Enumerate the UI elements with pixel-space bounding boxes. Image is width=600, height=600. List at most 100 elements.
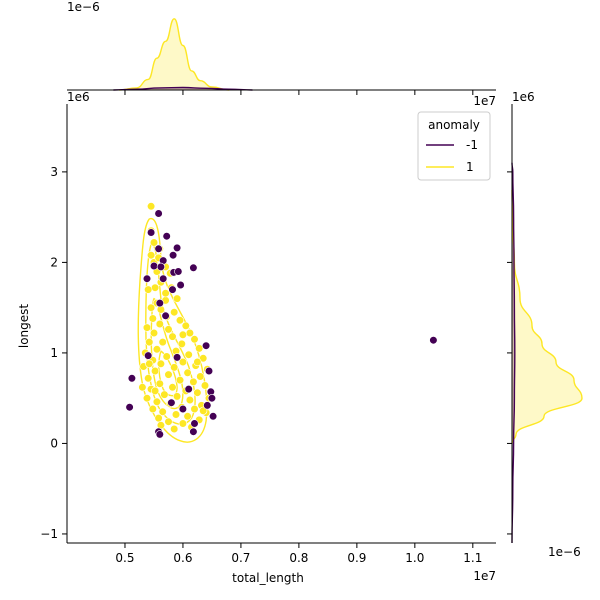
- top-marginal-axes: 1e−6: [67, 0, 496, 91]
- point-series0-25: [209, 412, 218, 421]
- x-axis-label: total_length: [232, 571, 304, 585]
- point-series0-35: [173, 353, 182, 362]
- x-tick-label-6: 1.1: [463, 551, 482, 565]
- point-series0-30: [155, 430, 164, 439]
- point-series0-14: [142, 274, 152, 283]
- point-series0-2: [154, 209, 163, 218]
- point-series1-47: [151, 366, 160, 376]
- point-series0-8: [169, 251, 178, 260]
- point-series0-33: [429, 336, 438, 345]
- y-axis-label: longest: [17, 304, 31, 349]
- legend-label-anomaly-neg1: -1: [466, 138, 478, 152]
- point-series1-32: [177, 339, 186, 349]
- top-marginal-scale-label: 1e−6: [67, 0, 100, 14]
- point-series0-0: [127, 374, 136, 383]
- point-series0-5: [162, 232, 171, 241]
- point-series1-78: [178, 419, 187, 428]
- point-series1-11: [144, 285, 153, 294]
- point-series1-41: [178, 357, 187, 367]
- point-series1-85: [178, 330, 187, 339]
- right-marginal-y-offset-label: 1e6: [512, 90, 535, 104]
- point-series1-86: [161, 289, 170, 298]
- top-kde-line-0: [119, 18, 230, 91]
- point-series0-34: [184, 385, 193, 394]
- point-series1-38: [162, 352, 171, 361]
- point-series1-29: [190, 335, 199, 344]
- top-kde-fill-0: [119, 18, 230, 90]
- main-axes: 0.5 0.6 0.7 0.8 0.9 1.0 1.1 −1 0 1 2 3 total_lengt…: [17, 90, 535, 585]
- point-series1-59: [193, 388, 202, 397]
- point-series1-75: [154, 414, 163, 423]
- x-tick-label-3: 0.8: [289, 551, 308, 565]
- point-series0-20: [202, 341, 211, 350]
- point-series0-24: [207, 394, 216, 403]
- y-tick-label-0: −1: [40, 527, 58, 541]
- point-series1-4: [147, 251, 156, 260]
- point-series1-42: [156, 359, 165, 368]
- point-series0-17: [168, 285, 177, 294]
- point-series1-28: [168, 332, 177, 341]
- point-series1-52: [175, 376, 185, 385]
- point-series0-19: [161, 311, 170, 320]
- point-series1-74: [183, 412, 192, 421]
- point-series1-84: [145, 359, 154, 368]
- point-series1-27: [149, 328, 159, 338]
- right-kde-fill-0: [512, 190, 582, 444]
- point-series1-10: [151, 283, 160, 292]
- legend: anomaly -1 1: [417, 111, 491, 181]
- y-tick-label-3: 2: [50, 255, 58, 269]
- x-tick-label-2: 0.7: [231, 551, 250, 565]
- point-series0-16: [176, 280, 185, 290]
- point-series1-60: [160, 390, 169, 399]
- point-series1-70: [148, 404, 157, 414]
- point-series1-25: [164, 325, 173, 334]
- point-series1-18: [170, 308, 179, 317]
- right-marginal-fills: [512, 162, 582, 544]
- y-tick-label-2: 1: [50, 346, 58, 360]
- point-series0-18: [155, 299, 164, 308]
- right-marginal-axes: 1e−6: [511, 104, 583, 559]
- point-series1-89: [151, 386, 160, 396]
- right-kde-line-1: [511, 162, 516, 544]
- point-series1-65: [152, 397, 161, 406]
- point-series0-21: [144, 351, 153, 360]
- point-series1-51: [144, 374, 153, 383]
- point-series1-24: [142, 323, 152, 332]
- top-marginal-lines: [113, 18, 253, 91]
- point-series1-16: [147, 303, 156, 312]
- point-series0-6: [173, 243, 182, 252]
- point-series1-69: [190, 404, 199, 414]
- scatter-points: [125, 202, 438, 439]
- point-series1-37: [184, 350, 193, 359]
- point-series0-27: [190, 419, 199, 428]
- point-series0-3: [147, 228, 156, 237]
- point-series0-31: [178, 404, 187, 414]
- point-series0-1: [125, 403, 134, 412]
- point-series1-50: [196, 372, 205, 381]
- legend-box: [417, 111, 491, 181]
- point-series1-77: [164, 417, 173, 426]
- point-series1-73: [171, 410, 181, 419]
- x-tick-label-4: 0.9: [347, 551, 366, 565]
- right-marginal-scale-label: 1e−6: [548, 545, 581, 559]
- point-series1-83: [138, 383, 147, 392]
- point-series1-61: [173, 392, 182, 401]
- point-series1-39: [199, 354, 208, 363]
- right-marginal-lines: [511, 162, 583, 544]
- point-series1-0: [147, 202, 156, 211]
- point-series1-56: [168, 383, 177, 392]
- point-series0-12: [174, 267, 183, 276]
- point-series1-30: [145, 338, 154, 347]
- point-series1-33: [195, 344, 204, 353]
- point-series1-31: [158, 338, 167, 347]
- legend-title: anomaly: [428, 118, 480, 132]
- x-axis-offset-label: 1e7: [473, 569, 496, 583]
- point-series1-34: [152, 345, 161, 354]
- point-series1-49: [164, 370, 173, 379]
- point-series1-71: [158, 407, 167, 416]
- point-series1-48: [183, 368, 192, 377]
- right-kde-fill-1: [512, 162, 515, 544]
- point-series1-20: [148, 314, 157, 323]
- x-tick-label-1: 0.6: [173, 551, 192, 565]
